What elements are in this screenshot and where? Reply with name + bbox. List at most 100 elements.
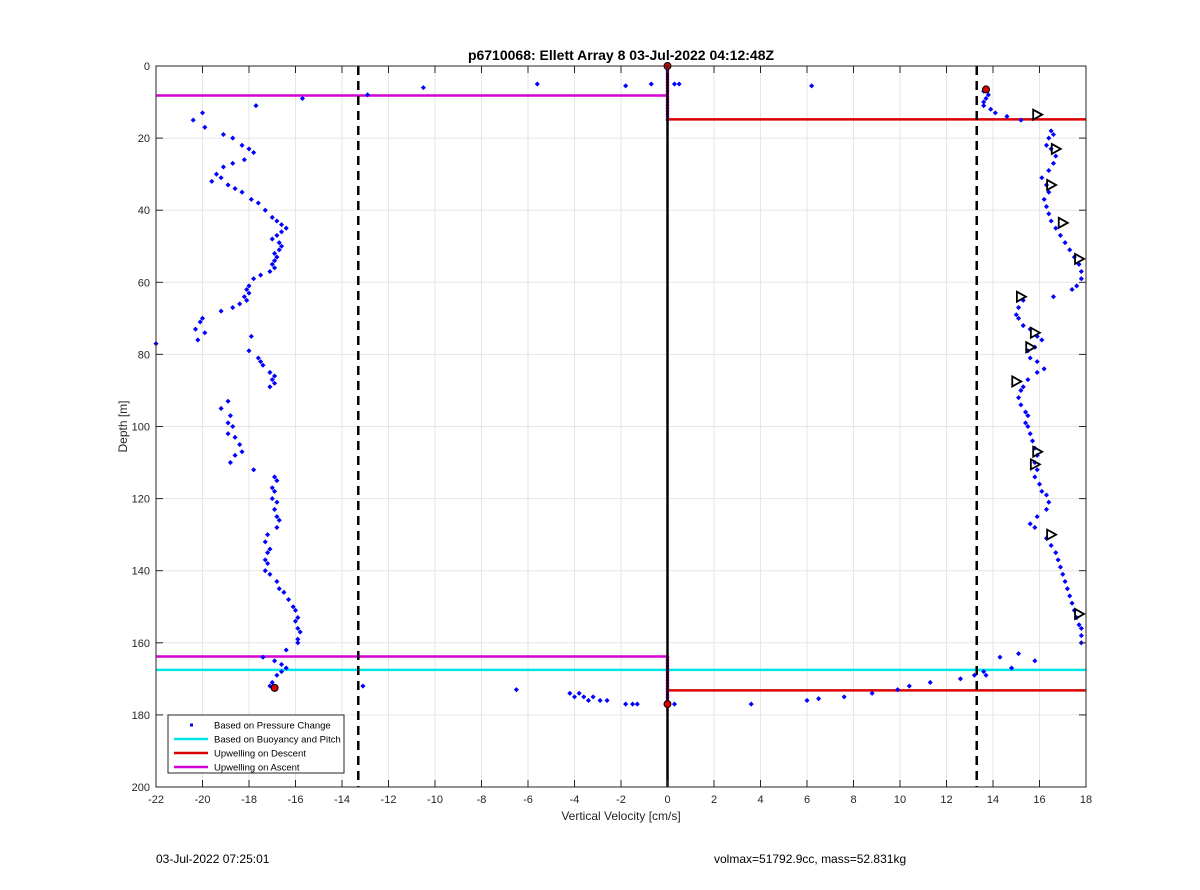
x-tick-label: -18 (241, 794, 257, 806)
pressure-change-point (1046, 167, 1052, 174)
pressure-change-point (804, 697, 810, 704)
x-tick-label: 12 (940, 794, 952, 806)
pressure-change-point (246, 348, 252, 354)
pressure-change-point (1048, 128, 1054, 134)
triangle-marker (1050, 142, 1063, 156)
triangle-marker (1046, 528, 1058, 542)
pressure-change-point (1016, 651, 1022, 657)
pressure-change-point (227, 460, 233, 466)
pressure-change-point (244, 297, 250, 303)
pressure-change-point (239, 449, 245, 455)
pressure-change-point (634, 701, 640, 707)
pressure-change-point (213, 171, 219, 177)
pressure-change-point (274, 478, 280, 484)
pressure-change-point (269, 214, 275, 220)
pressure-change-point (1057, 232, 1063, 238)
pressure-change-point (1025, 423, 1031, 430)
x-tick-label: -12 (381, 794, 397, 806)
pressure-change-point (997, 654, 1003, 660)
pressure-change-point (295, 636, 301, 642)
pressure-change-point (269, 261, 275, 267)
pressure-change-point (225, 398, 231, 404)
y-axis-label: Depth [m] (116, 400, 130, 452)
x-tick-label: 18 (1080, 794, 1092, 806)
pressure-change-point (232, 452, 238, 458)
pressure-change-point (623, 701, 629, 707)
pressure-change-point (272, 258, 278, 264)
legend-label: Upwelling on Ascent (214, 763, 300, 774)
pressure-change-point (258, 272, 264, 278)
pressure-change-point (604, 697, 610, 704)
pressure-change-point (192, 326, 199, 332)
pressure-change-point (276, 586, 282, 592)
pressure-change-point (581, 694, 587, 700)
x-tick-label: 4 (757, 794, 763, 806)
pressure-change-point (237, 441, 243, 448)
footer-timestamp: 03-Jul-2022 07:25:01 (156, 852, 270, 866)
triangle-marker (1025, 340, 1038, 354)
y-tick-label: 160 (132, 638, 150, 650)
pressure-change-point (571, 694, 578, 700)
y-tick-label: 80 (138, 349, 150, 361)
pressure-change-point (1048, 218, 1054, 224)
pressure-change-point (1050, 294, 1056, 300)
pressure-change-point (269, 496, 275, 502)
pressure-change-point (209, 178, 215, 184)
x-tick-label: -4 (570, 794, 580, 806)
legend-label: Based on Buoyancy and Pitch (214, 735, 341, 746)
pressure-change-point (199, 315, 206, 321)
pressure-change-point (1034, 514, 1040, 520)
x-tick-label: -2 (616, 794, 626, 806)
triangle-marker (1029, 457, 1042, 471)
pressure-change-point (1034, 359, 1040, 365)
pressure-change-point (248, 196, 254, 202)
y-tick-label: 140 (132, 566, 150, 578)
pressure-change-point (232, 434, 238, 440)
pressure-change-point (1039, 337, 1045, 343)
pressure-change-point (1043, 142, 1050, 148)
legend-label: Based on Pressure Change (214, 721, 331, 732)
triangle-marker (1011, 374, 1024, 388)
pressure-change-point (230, 423, 236, 430)
pressure-change-point (1009, 665, 1015, 671)
pressure-change-point (262, 207, 268, 213)
pressure-change-point (906, 683, 912, 689)
pressure-change-point (1039, 488, 1045, 494)
red-marker (270, 683, 279, 692)
pressure-change-point (1046, 499, 1052, 505)
pressure-change-point (1055, 557, 1061, 563)
pressure-change-point (225, 431, 231, 437)
red-marker (982, 85, 991, 94)
pressure-change-point (981, 669, 987, 675)
pressure-change-point (1062, 578, 1068, 585)
pressure-change-point (585, 697, 591, 704)
pressure-change-point (255, 355, 261, 361)
x-tick-label: 2 (711, 794, 717, 806)
red-marker (663, 700, 672, 709)
pressure-change-point (269, 377, 275, 383)
pressure-change-point (195, 337, 201, 343)
x-tick-label: 16 (1033, 794, 1045, 806)
pressure-change-point (295, 640, 301, 646)
pressure-change-point (1046, 135, 1052, 141)
x-tick-label: 0 (664, 794, 670, 806)
x-tick-label: 10 (894, 794, 906, 806)
pressure-change-point (267, 369, 273, 375)
pressure-change-point (1078, 625, 1084, 631)
pressure-change-point (197, 319, 203, 325)
pressure-change-point (190, 117, 196, 123)
footer-glider-info: volmax=51792.9cc, mass=52.831kg (714, 852, 907, 866)
pressure-change-point (1013, 312, 1019, 318)
pressure-change-point (1034, 369, 1040, 375)
pressure-change-point (230, 135, 236, 141)
y-tick-label: 120 (132, 494, 150, 506)
pressure-change-point (218, 308, 224, 314)
pressure-change-point (1060, 571, 1066, 577)
pressure-change-point (232, 186, 238, 192)
pressure-change-point (202, 330, 208, 336)
pressure-change-point (1053, 225, 1059, 231)
pressure-change-point (272, 474, 278, 480)
triangle-marker (1016, 290, 1028, 304)
